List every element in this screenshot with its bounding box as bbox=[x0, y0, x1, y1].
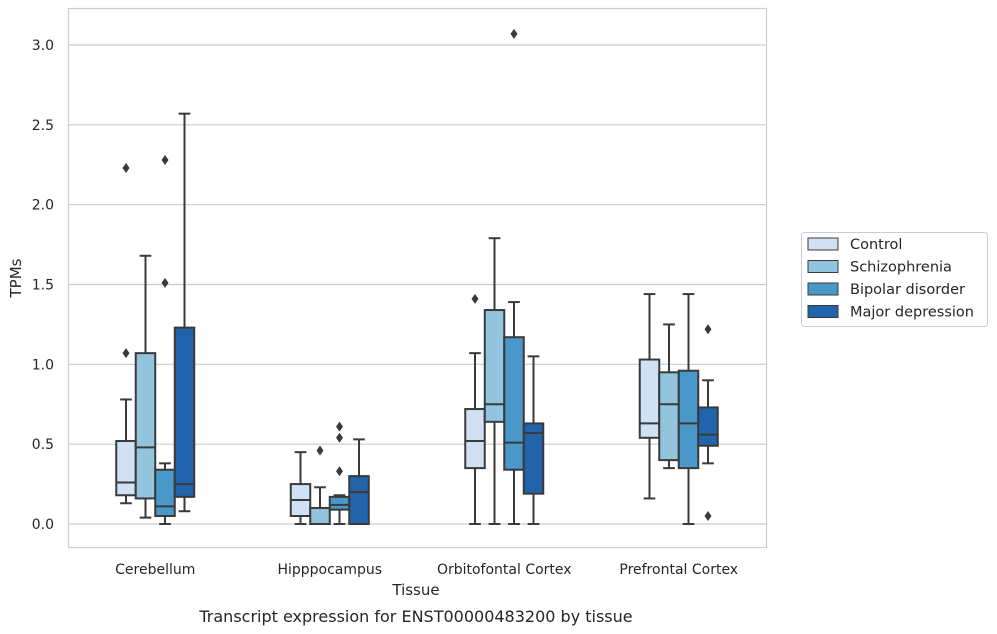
x-tick-label: Orbitofontal Cortex bbox=[437, 562, 572, 578]
y-axis-label: TPMs bbox=[7, 258, 25, 298]
x-axis-label: Tissue bbox=[391, 581, 439, 599]
legend-swatch bbox=[807, 305, 839, 318]
iqr-box bbox=[503, 336, 525, 471]
box-bipolar-disorder bbox=[503, 28, 525, 525]
box-major-depression bbox=[348, 438, 370, 526]
iqr-box bbox=[328, 495, 351, 511]
y-tick-labels: 0.0 0.5 1.0 1.5 2.0 2.5 3.0 bbox=[32, 38, 54, 533]
outlier-point bbox=[704, 511, 712, 522]
box-schizophrenia bbox=[483, 237, 506, 525]
iqr-box bbox=[154, 468, 176, 518]
box-control bbox=[115, 162, 137, 505]
outlier-point bbox=[122, 348, 130, 359]
outlier-point bbox=[122, 162, 130, 173]
box-bipolar-disorder bbox=[154, 154, 176, 525]
y-tick-label: 2.0 bbox=[32, 198, 54, 214]
legend: Control Schizophrenia Bipolar disorder Majo… bbox=[801, 232, 988, 327]
legend-frame bbox=[801, 232, 988, 327]
legend-swatch bbox=[807, 260, 839, 273]
legend-swatch bbox=[807, 282, 839, 296]
y-tick-label: 0.0 bbox=[32, 517, 54, 533]
x-tick-label: Prefrontal Cortex bbox=[619, 562, 738, 578]
iqr-box bbox=[638, 358, 661, 439]
iqr-box bbox=[658, 371, 680, 462]
outlier-point bbox=[336, 432, 343, 443]
x-tick-labels: Cerebellum Hipppocampus Orbitofontal Corte… bbox=[115, 562, 738, 578]
y-tick-label: 1.5 bbox=[32, 278, 54, 294]
box-control bbox=[638, 293, 661, 500]
iqr-box bbox=[677, 369, 700, 470]
x-tick-label: Hipppocampus bbox=[277, 562, 382, 578]
y-tick-label: 1.0 bbox=[32, 357, 54, 373]
box-schizophrenia bbox=[134, 254, 157, 519]
iqr-box bbox=[309, 507, 331, 525]
outlier-point bbox=[316, 445, 324, 456]
iqr-box bbox=[522, 422, 545, 495]
chart-caption: Transcript expression for ENST0000048320… bbox=[198, 607, 632, 626]
box-major-depression bbox=[697, 324, 719, 522]
iqr-box bbox=[173, 326, 196, 498]
y-tick-label: 2.5 bbox=[32, 118, 54, 134]
outlier-point bbox=[161, 277, 169, 288]
legend-label: Bipolar disorder bbox=[850, 282, 965, 298]
box-control bbox=[464, 293, 486, 525]
legend-label: Major depression bbox=[850, 305, 974, 321]
x-tick-label: Cerebellum bbox=[115, 562, 195, 578]
box-bipolar-disorder bbox=[677, 293, 700, 525]
plot-boxes bbox=[115, 28, 719, 526]
box-major-depression bbox=[522, 355, 545, 525]
iqr-box bbox=[134, 352, 157, 500]
box-major-depression bbox=[173, 112, 196, 513]
legend-label: Schizophrenia bbox=[850, 260, 952, 276]
iqr-box bbox=[348, 475, 370, 526]
outlier-point bbox=[471, 293, 479, 304]
outlier-point bbox=[704, 324, 712, 335]
box-bipolar-disorder bbox=[328, 421, 351, 525]
outlier-point bbox=[336, 466, 343, 477]
iqr-box bbox=[697, 406, 719, 447]
outlier-point bbox=[510, 28, 518, 39]
iqr-box bbox=[464, 408, 486, 470]
box-schizophrenia bbox=[658, 323, 680, 470]
box-control bbox=[289, 451, 312, 525]
legend-swatch bbox=[807, 237, 839, 251]
y-tick-label: 3.0 bbox=[32, 38, 54, 54]
y-tick-label: 0.5 bbox=[32, 437, 54, 453]
box-schizophrenia bbox=[309, 445, 331, 525]
iqr-box bbox=[115, 439, 137, 497]
outlier-point bbox=[161, 154, 169, 165]
legend-label: Control bbox=[850, 237, 902, 253]
outlier-point bbox=[336, 421, 343, 432]
plot-frame bbox=[67, 7, 768, 549]
